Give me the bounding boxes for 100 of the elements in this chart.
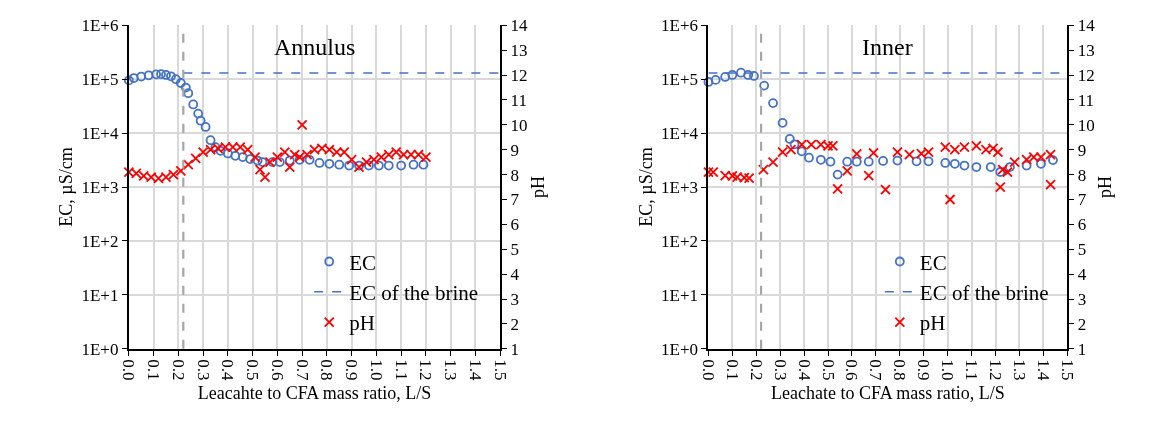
y-tick-label: 1E+0 [81,339,119,359]
y2-tick-label: 5 [510,240,520,260]
point [777,117,788,128]
point [284,155,295,166]
chart-title: Inner [862,34,913,60]
y2-tick-label: 4 [1077,265,1087,285]
x-tick-label: 1.1 [391,359,411,381]
x-tick-label: 1.0 [938,359,958,381]
point [408,159,419,170]
y2-tick-label: 7 [510,190,520,210]
x-axis-title: Leacahte to CFA mass ratio, L/S [197,382,432,403]
x-tick-label: 0.5 [243,359,263,381]
point [166,71,176,82]
point [170,74,181,85]
y2-tick-label: 9 [510,140,520,160]
point [334,159,345,170]
point [175,78,186,88]
x-tick-label: 0.9 [914,359,934,381]
x-tick-label: 0.6 [267,359,287,381]
point [1048,155,1058,165]
point [949,158,960,169]
point [789,139,800,150]
point [222,148,233,159]
y-tick-label: 1E+2 [81,231,119,251]
x-tick-label: 0.3 [193,359,213,381]
y-tick-label: 1E+1 [81,285,119,305]
x-axis-title: Leachate to CFA mass ratio, L/S [771,382,1005,403]
y2-tick-label: 5 [1077,240,1087,260]
point [851,156,862,167]
point [971,162,982,172]
y-tick-label: 1E+4 [661,124,699,144]
y2-tick-label: 11 [510,90,527,110]
y-tick-label: 1E+1 [661,285,699,305]
x-tick-label: 1.2 [986,359,1005,381]
point [230,150,241,161]
point [842,156,853,167]
y-tick-label: 1E+3 [661,177,699,197]
point [195,115,206,126]
point [128,73,139,83]
y-tick-label: 1E+5 [661,70,699,90]
point [396,160,407,171]
point [180,82,191,93]
point [304,154,315,165]
point [825,156,836,167]
point [373,160,384,171]
y2-tick-label: 1 [1077,339,1087,359]
legend-label: EC [919,250,947,275]
y2-tick-label: 6 [510,215,520,235]
x-tick-label: 1.3 [441,359,461,381]
y-tick-label: 1E+5 [81,70,119,90]
y-tick-label: 1E+6 [661,16,699,36]
point [200,122,211,132]
x-tick-label: 0.1 [144,359,164,381]
y2-tick-label: 8 [1077,165,1087,185]
point [727,70,738,80]
y2-tick-label: 11 [1077,90,1095,110]
y2-tick-label: 9 [1077,140,1087,160]
y2-axis-title: pH [1094,176,1115,199]
x-tick-label: 1.5 [1057,359,1077,381]
x-tick-label: 0.9 [342,359,362,381]
point [364,160,374,171]
point [383,160,394,171]
point [703,77,714,87]
legend-label: EC of the brine [349,281,479,305]
point [736,67,746,78]
point [324,158,335,169]
x-tick-label: 0.2 [746,359,766,381]
point [878,156,888,166]
point [156,69,166,80]
legend-label: pH [349,311,375,336]
x-tick-label: 0.3 [770,359,790,381]
point [923,156,934,167]
point [205,135,216,146]
point [161,70,171,80]
x-tick-label: 1.4 [465,359,485,381]
y2-tick-label: 12 [1077,65,1095,85]
legend-label: EC of the brine [919,281,1049,305]
point [274,157,285,168]
point [245,154,256,164]
point [892,155,903,166]
x-tick-label: 0.4 [218,359,238,381]
x-tick-label: 0.6 [842,359,862,381]
y2-tick-label: 2 [510,314,520,334]
x-tick-label: 0.0 [698,359,718,381]
legend-label: pH [919,311,946,336]
x-tick-label: 1.0 [366,359,386,381]
y2-tick-label: 6 [1077,215,1087,235]
y2-tick-label: 12 [510,65,528,85]
point [911,156,922,167]
point [188,99,199,110]
x-tick-label: 0.5 [818,359,838,381]
point [985,162,996,172]
x-tick-label: 0.8 [890,359,910,381]
chart-title: Annulus [274,34,356,60]
point [143,70,154,81]
y2-tick-label: 14 [510,16,529,36]
x-tick-label: 0.1 [722,359,742,381]
x-tick-label: 1.3 [1009,359,1029,381]
point [959,160,970,171]
y-tick-label: 1E+4 [81,124,119,144]
